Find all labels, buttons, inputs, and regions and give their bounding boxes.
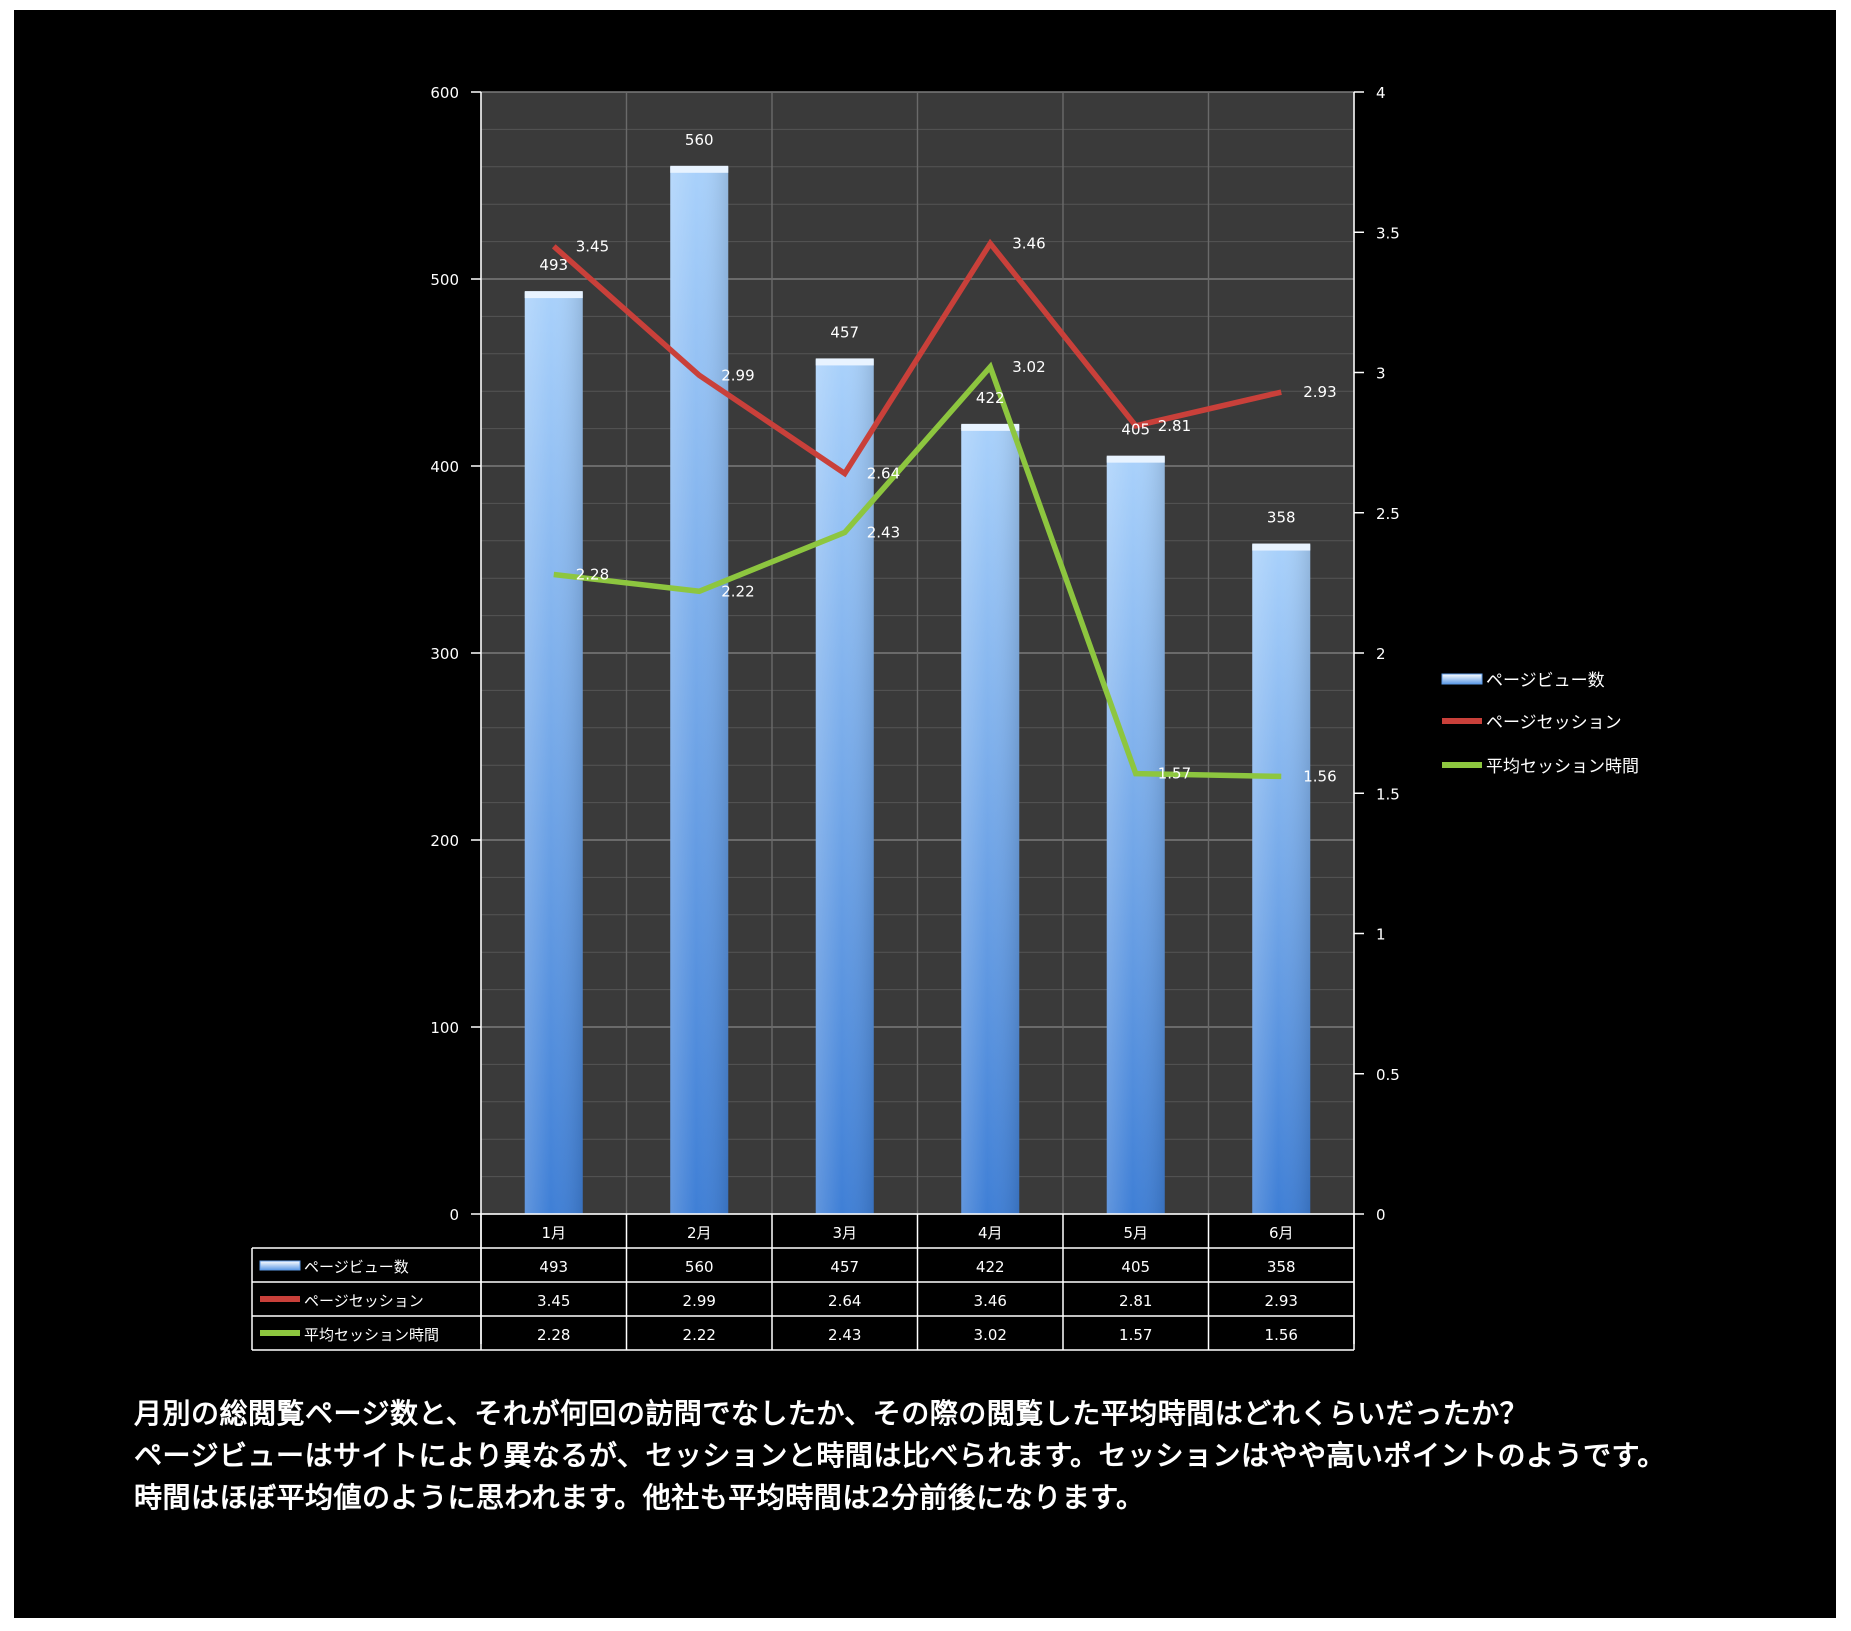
table-category-label: 1月 <box>541 1224 566 1242</box>
bar-top-cap <box>1106 455 1165 463</box>
time-data-label: 2.22 <box>721 582 754 600</box>
time-data-label: 1.56 <box>1303 767 1336 785</box>
bar-shine <box>1252 544 1311 1214</box>
legend-label: ページビュー数 <box>1486 671 1605 691</box>
left-tick-label: 600 <box>430 84 459 102</box>
right-tick-label: 1 <box>1376 926 1386 944</box>
left-tick-label: 300 <box>430 645 459 663</box>
table-category-label: 6月 <box>1269 1224 1294 1242</box>
right-tick-label: 2 <box>1376 645 1386 663</box>
time-data-label: 1.57 <box>1158 765 1191 783</box>
session-data-label: 2.99 <box>721 366 754 384</box>
session-data-label: 2.81 <box>1158 417 1191 435</box>
bar-shine <box>815 359 874 1214</box>
table-cell-value: 560 <box>685 1258 714 1276</box>
caption: 月別の総閲覧ページ数と、それが何回の訪問でなしたか、その際の閲覧した平均時間はど… <box>134 1393 1834 1519</box>
left-tick-label: 500 <box>430 271 459 289</box>
right-tick-label: 3 <box>1376 365 1386 383</box>
table-series-name: ページビュー数 <box>304 1258 409 1276</box>
right-tick-label: 0.5 <box>1376 1066 1400 1084</box>
bar-top-cap <box>524 291 583 299</box>
table-cell-value: 422 <box>976 1258 1005 1276</box>
table-key-bar-swatch <box>259 1260 301 1271</box>
table-cell-value: 2.93 <box>1265 1292 1298 1310</box>
legend-label: ページセッション <box>1486 713 1622 733</box>
table-cell-value: 2.99 <box>683 1292 716 1310</box>
right-tick-label: 2.5 <box>1376 505 1400 523</box>
table-category-label: 5月 <box>1123 1224 1148 1242</box>
table-cell-value: 3.45 <box>537 1292 570 1310</box>
left-tick-label: 0 <box>449 1206 459 1224</box>
caption-line: 時間はほぼ平均値のように思われます。他社も平均時間は2分前後になります。 <box>134 1481 1145 1514</box>
bar-data-label: 358 <box>1267 509 1296 527</box>
right-tick-label: 0 <box>1376 1206 1386 1224</box>
session-data-label: 3.46 <box>1012 234 1045 252</box>
table-cell-value: 493 <box>539 1258 568 1276</box>
table-key-line-swatch <box>260 1296 300 1302</box>
table-cell-value: 2.64 <box>828 1292 861 1310</box>
combo-chart: 0 100 200 300 400 500 600 0 0.5 1 1.5 2 2.5 3 3.5 4 493… <box>251 84 1639 1351</box>
table-series-name: ページセッション <box>304 1292 424 1310</box>
table-key-line-swatch <box>260 1330 300 1336</box>
bar-shine <box>1106 456 1165 1214</box>
bar-data-label: 405 <box>1121 421 1150 439</box>
bar-shine <box>961 424 1020 1214</box>
table-cell-value: 1.56 <box>1265 1326 1298 1344</box>
right-tick-label: 4 <box>1376 84 1386 102</box>
line-page-sessions <box>551 238 1282 478</box>
session-data-label: 2.64 <box>867 464 900 482</box>
caption-line: ページビューはサイトにより異なるが、セッションと時間は比べられます。セッションは… <box>134 1439 1666 1472</box>
bar-data-label: 493 <box>539 256 568 274</box>
bar-shine <box>524 292 583 1215</box>
bar-shine <box>670 166 729 1214</box>
table-cell-value: 405 <box>1121 1258 1150 1276</box>
table-category-label: 3月 <box>832 1224 857 1242</box>
right-tick-label: 3.5 <box>1376 224 1400 242</box>
table-category-label: 4月 <box>978 1224 1003 1242</box>
table-series-name: 平均セッション時間 <box>304 1326 439 1344</box>
table-cell-value: 1.57 <box>1119 1326 1152 1344</box>
bar-data-label: 560 <box>685 131 714 149</box>
table-cell-value: 2.28 <box>537 1326 570 1344</box>
table-cell-value: 2.81 <box>1119 1292 1152 1310</box>
bar-data-label: 422 <box>976 389 1005 407</box>
left-tick-label: 100 <box>430 1019 459 1037</box>
right-tick-label: 1.5 <box>1376 785 1400 803</box>
table-cell-value: 2.22 <box>683 1326 716 1344</box>
table-cell-value: 3.02 <box>974 1326 1007 1344</box>
left-tick-label: 400 <box>430 458 459 476</box>
caption-line: 月別の総閲覧ページ数と、それが何回の訪問でなしたか、その際の閲覧した平均時間はど… <box>134 1397 1529 1430</box>
bar-top-cap <box>815 358 874 366</box>
table-cell-value: 2.43 <box>828 1326 861 1344</box>
chart-frame: 0 100 200 300 400 500 600 0 0.5 1 1.5 2 2.5 3 3.5 4 493… <box>14 10 1836 1618</box>
bar-data-label: 457 <box>830 323 859 341</box>
session-data-label: 3.45 <box>576 237 609 255</box>
time-data-label: 2.43 <box>867 523 900 541</box>
legend-line-swatch <box>1442 718 1482 724</box>
line-avg-session-time <box>553 361 1282 780</box>
legend-bar-swatch <box>1441 673 1483 685</box>
legend-label: 平均セッション時間 <box>1486 757 1639 777</box>
left-tick-label: 200 <box>430 832 459 850</box>
time-data-label: 3.02 <box>1012 358 1045 376</box>
bar-top-cap <box>670 165 729 173</box>
table-cell-value: 3.46 <box>974 1292 1007 1310</box>
session-data-label: 2.93 <box>1303 383 1336 401</box>
legend-line-swatch <box>1442 762 1482 768</box>
time-data-label: 2.28 <box>576 565 609 583</box>
table-cell-value: 457 <box>830 1258 859 1276</box>
table-cell-value: 358 <box>1267 1258 1296 1276</box>
bar-top-cap <box>1252 543 1311 551</box>
table-category-label: 2月 <box>687 1224 712 1242</box>
bar-top-cap <box>961 423 1020 431</box>
